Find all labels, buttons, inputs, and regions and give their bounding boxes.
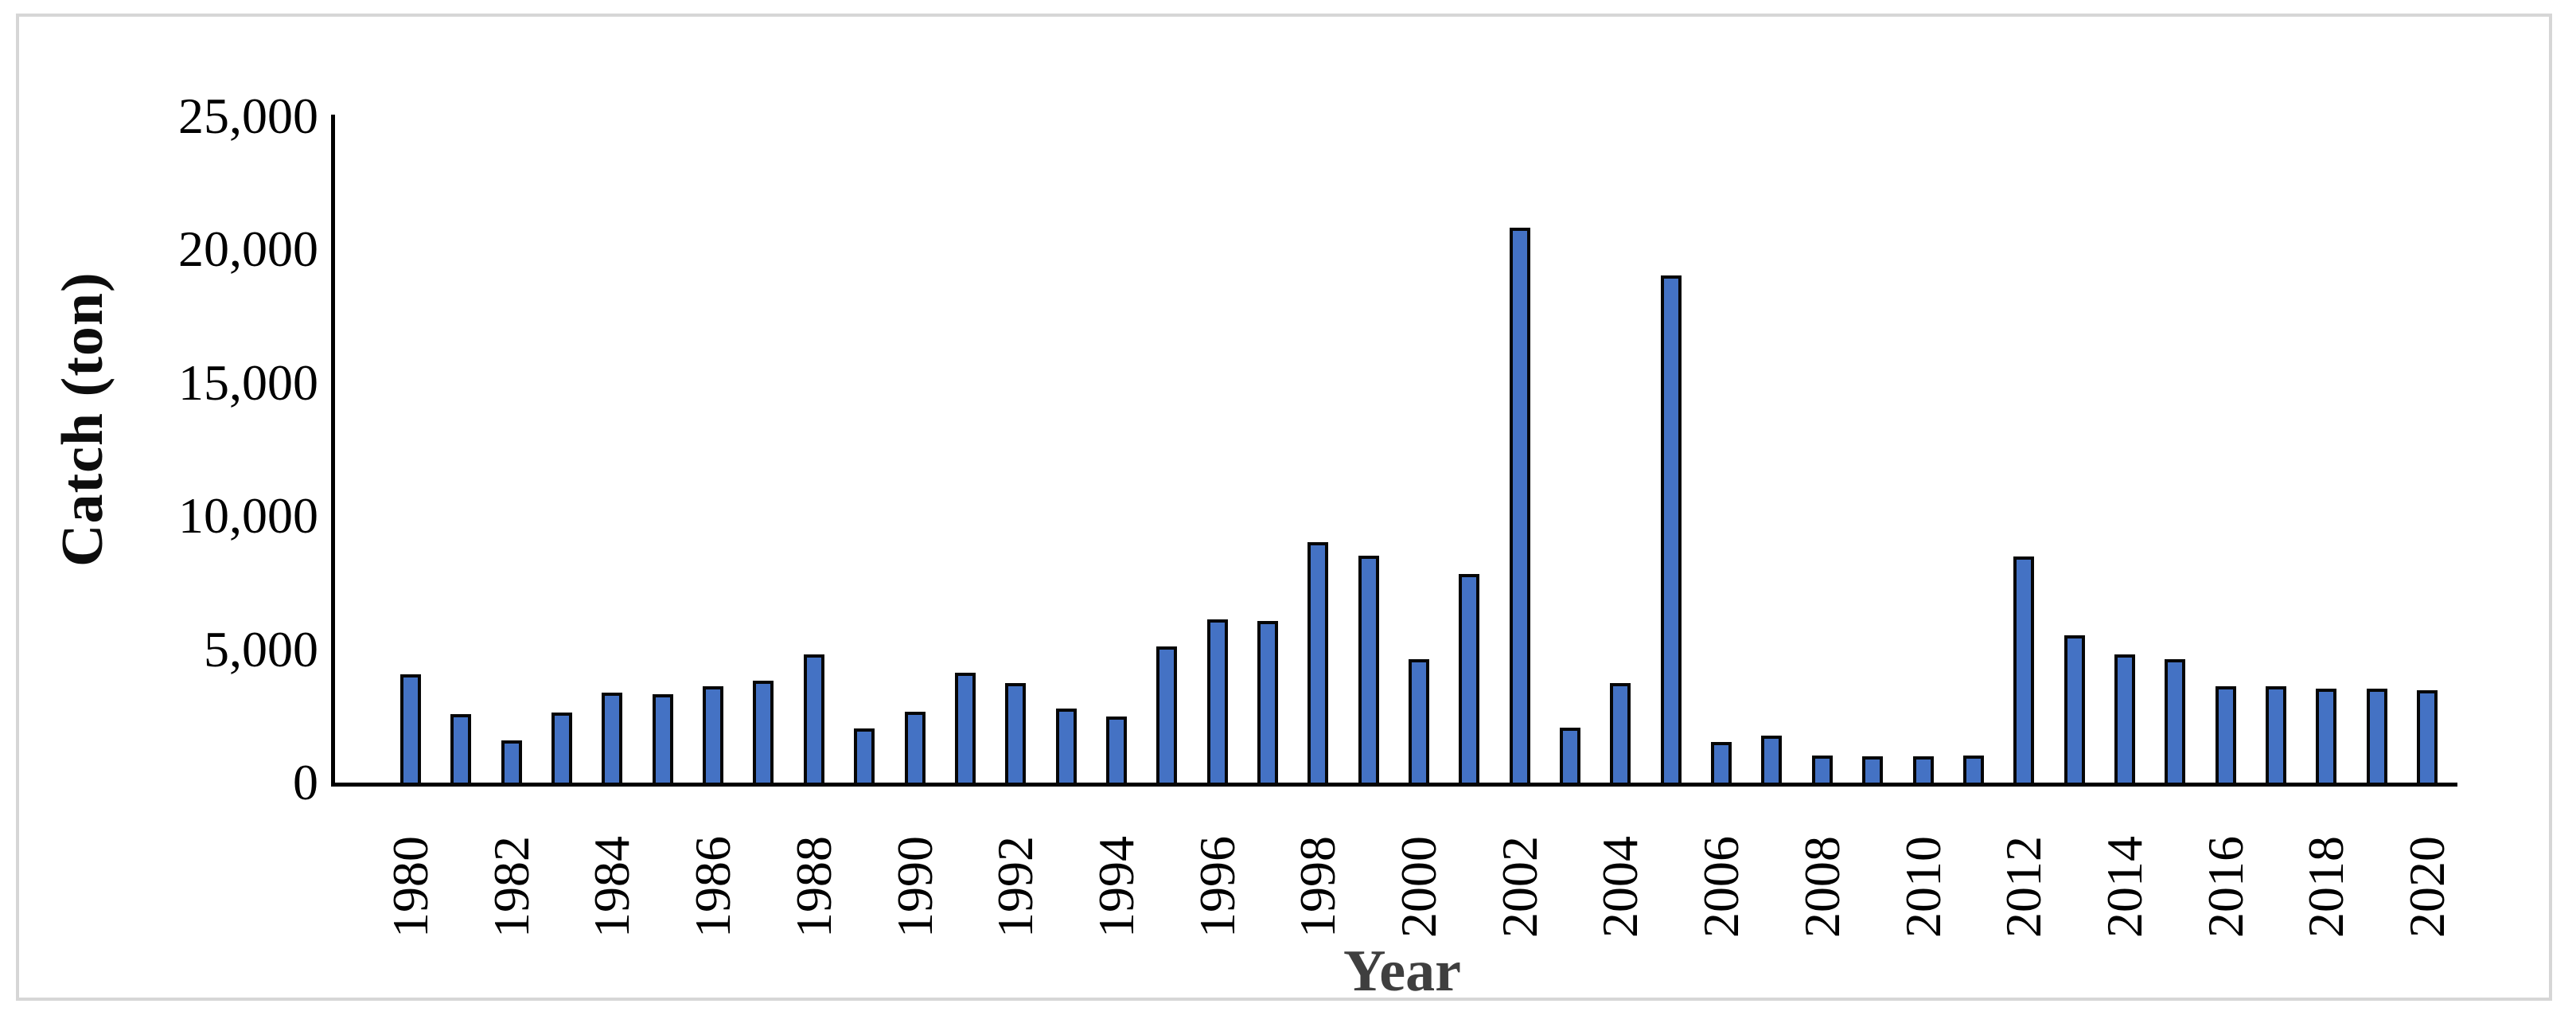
- x-tick-label-2012: 2012: [1995, 836, 2052, 938]
- bar-1995: [1156, 646, 1177, 786]
- bar-2003: [1560, 728, 1580, 786]
- x-tick-label-1994: 1994: [1088, 836, 1144, 938]
- bar-2018: [2316, 689, 2336, 786]
- bar-1981: [450, 714, 471, 786]
- bar-2008: [1812, 756, 1833, 786]
- x-tick-label-1984: 1984: [583, 836, 640, 938]
- bar-2007: [1761, 736, 1782, 786]
- bar-1992: [1005, 683, 1026, 786]
- y-tick-label-20000: 20,000: [178, 221, 318, 277]
- y-tick-label-15000: 15,000: [178, 354, 318, 411]
- bar-2000: [1409, 659, 1429, 786]
- bar-2016: [2216, 686, 2236, 786]
- bar-1985: [653, 694, 673, 786]
- x-tick-label-1996: 1996: [1189, 836, 1245, 938]
- x-tick-label-2020: 2020: [2399, 836, 2455, 938]
- y-tick-label-10000: 10,000: [178, 487, 318, 544]
- bar-1996: [1207, 619, 1228, 786]
- bar-2005: [1661, 275, 1682, 786]
- bar-1988: [804, 654, 824, 786]
- x-tick-label-1988: 1988: [785, 836, 842, 938]
- bar-1998: [1307, 542, 1328, 786]
- x-tick-label-2010: 2010: [1895, 836, 1951, 938]
- bar-2002: [1510, 228, 1530, 786]
- y-axis-line: [331, 115, 335, 787]
- figure-frame: [16, 14, 2552, 1001]
- bar-1997: [1257, 621, 1278, 786]
- y-tick-label-0: 0: [293, 754, 318, 810]
- bar-1989: [854, 728, 875, 786]
- x-tick-label-2006: 2006: [1693, 836, 1749, 938]
- bar-1990: [905, 712, 926, 786]
- bar-2015: [2165, 659, 2185, 786]
- x-tick-label-1990: 1990: [887, 836, 943, 938]
- bar-2017: [2266, 686, 2286, 786]
- x-tick-label-2008: 2008: [1794, 836, 1850, 938]
- x-tick-label-2018: 2018: [2297, 836, 2354, 938]
- bar-1983: [551, 713, 572, 786]
- x-tick-label-1992: 1992: [987, 836, 1043, 938]
- x-tick-label-2000: 2000: [1390, 836, 1447, 938]
- y-tick-label-25000: 25,000: [178, 88, 318, 144]
- bar-2020: [2417, 690, 2438, 786]
- x-tick-label-1998: 1998: [1289, 836, 1346, 938]
- x-tick-label-2004: 2004: [1592, 836, 1648, 938]
- bar-1987: [753, 681, 774, 786]
- bar-2006: [1711, 742, 1732, 786]
- bar-1999: [1358, 556, 1379, 786]
- x-tick-label-1980: 1980: [382, 836, 438, 938]
- bar-1982: [501, 740, 522, 786]
- bar-2014: [2114, 654, 2135, 786]
- y-tick-label-5000: 5,000: [204, 621, 318, 678]
- x-axis-line: [331, 783, 2457, 787]
- bar-1980: [400, 674, 421, 786]
- x-tick-label-1986: 1986: [684, 836, 741, 938]
- bar-2019: [2367, 689, 2387, 786]
- bar-2004: [1610, 683, 1631, 786]
- bar-1994: [1106, 717, 1127, 786]
- x-tick-label-2002: 2002: [1491, 836, 1548, 938]
- x-tick-label-2016: 2016: [2197, 836, 2254, 938]
- bar-2013: [2064, 635, 2085, 786]
- x-tick-label-1982: 1982: [483, 836, 540, 938]
- x-tick-label-2014: 2014: [2096, 836, 2153, 938]
- bar-1986: [703, 686, 723, 786]
- bar-2012: [2013, 556, 2034, 786]
- bar-1991: [955, 673, 976, 786]
- bar-2009: [1862, 756, 1883, 786]
- bar-2011: [1963, 756, 1984, 786]
- bar-1984: [602, 693, 622, 786]
- bar-2010: [1913, 756, 1934, 786]
- bar-2001: [1459, 574, 1479, 786]
- x-axis-title: Year: [1343, 939, 1461, 1004]
- bar-1993: [1056, 709, 1077, 786]
